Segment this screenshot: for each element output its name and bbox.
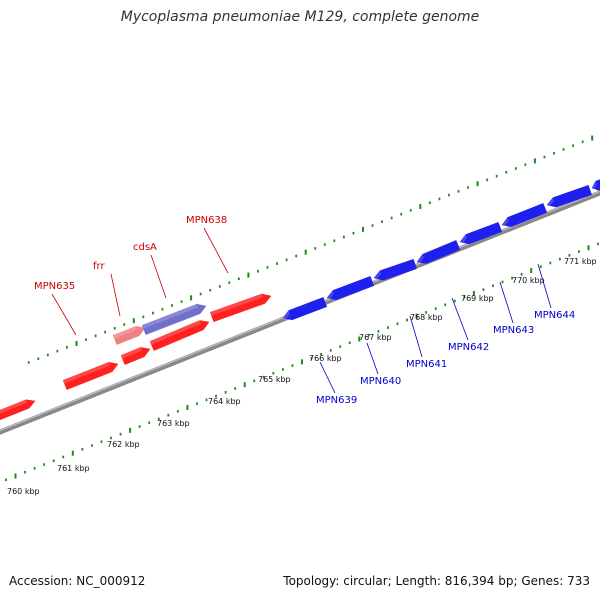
scale-tick-label: 763 kbp	[157, 419, 190, 428]
gene-arrow-cdsA	[149, 320, 210, 351]
scale-tick-label: 765 kbp	[258, 375, 291, 384]
gene-arrow-reverse-7	[591, 179, 600, 191]
accession-text: Accession: NC_000912	[9, 574, 146, 588]
scale-tick-label: 767 kbp	[359, 333, 392, 342]
gene-label-reverse: MPN642	[448, 342, 489, 353]
scale-labels: 760 kbp 761 kbp 762 kbp 763 kbp 764 kbp 765 k…	[7, 257, 597, 496]
map-title: Mycoplasma pneumoniae M129, complete gen…	[120, 9, 480, 25]
gene-arrow-reverse-4-shade	[460, 234, 467, 246]
gene-arrow-reverse-6-shade	[547, 197, 555, 209]
leader-line	[366, 342, 379, 375]
scale-tick-label: 766 kbp	[309, 354, 342, 363]
leader-line	[319, 361, 336, 394]
gene-arrow-reverse-3-shade	[417, 254, 424, 266]
gene-label-reverse: MPN643	[493, 325, 534, 336]
gene-arrow-reverse-1	[326, 276, 375, 301]
gene-arrow-frr	[120, 347, 151, 365]
gene-label-reverse: MPN641	[406, 359, 447, 370]
forward-gene-labels: MPN635 frr cdsA MPN638	[34, 215, 229, 336]
scale-tick-label: 769 kbp	[461, 294, 494, 303]
inner-tick-ring	[5, 242, 599, 482]
gene-arrow-reverse-0-shade	[283, 310, 290, 322]
gene-arrow-mpn638-shade	[210, 293, 263, 316]
gene-label-forward: MPN635	[34, 281, 75, 292]
gene-label-reverse: MPN639	[316, 395, 357, 406]
gene-arrow-cdsA-shade	[150, 320, 202, 345]
gene-track	[0, 179, 600, 421]
gene-arrow-frr-shade	[121, 347, 143, 359]
scale-tick-label: 770 kbp	[512, 276, 545, 285]
gene-label-reverse: MPN640	[360, 376, 401, 387]
gene-arrow-reverse-6	[546, 184, 592, 208]
scale-tick-label: 768 kbp	[410, 313, 443, 322]
gene-label-forward: cdsA	[133, 242, 157, 253]
leader-line	[499, 281, 514, 324]
gene-label-forward: MPN638	[186, 215, 227, 226]
leader-line	[203, 227, 229, 274]
outer-tick-ring	[27, 135, 594, 364]
gene-arrow-forward	[0, 399, 36, 421]
gene-label-reverse: MPN644	[534, 310, 575, 321]
gene-arrow-reverse-0	[282, 297, 328, 321]
gene-arrow-reverse-2	[373, 258, 417, 281]
scale-tick-label: 760 kbp	[7, 487, 40, 496]
gene-highlight-frr	[112, 326, 146, 345]
leader-line	[537, 263, 552, 309]
gene-arrow-reverse-5	[501, 203, 548, 227]
gene-arrow-reverse-5-shade	[502, 217, 509, 229]
genome-summary-text: Topology: circular; Length: 816,394 bp; …	[283, 574, 590, 588]
leader-line	[150, 254, 167, 299]
gene-label-forward: frr	[93, 261, 105, 272]
gene-arrow-mpn635-shade	[63, 362, 111, 384]
scale-tick-label: 761 kbp	[57, 464, 90, 473]
scale-tick-label: 771 kbp	[564, 257, 597, 266]
leader-line	[451, 297, 469, 341]
gene-arrow-mpn638	[210, 293, 272, 323]
gene-highlight-cdsA	[141, 303, 207, 335]
leader-line	[409, 315, 423, 358]
leader-line	[51, 293, 77, 336]
gene-highlight-cdsA-shade	[142, 304, 198, 329]
scale-tick-label: 762 kbp	[107, 440, 140, 449]
gene-highlight-frr-shade	[113, 326, 138, 339]
gene-arrow-reverse-3	[416, 240, 461, 264]
leader-line	[110, 273, 121, 317]
scale-tick-label: 764 kbp	[208, 397, 241, 406]
gene-arrow-reverse-7-shade	[592, 181, 597, 192]
gene-arrow-reverse-2-shade	[374, 270, 382, 282]
gene-arrow-reverse-1-shade	[327, 290, 334, 302]
gene-arrow-forward-shade	[0, 399, 28, 414]
gene-arrow-mpn635	[62, 362, 119, 390]
gene-arrow-reverse-4	[459, 221, 503, 245]
